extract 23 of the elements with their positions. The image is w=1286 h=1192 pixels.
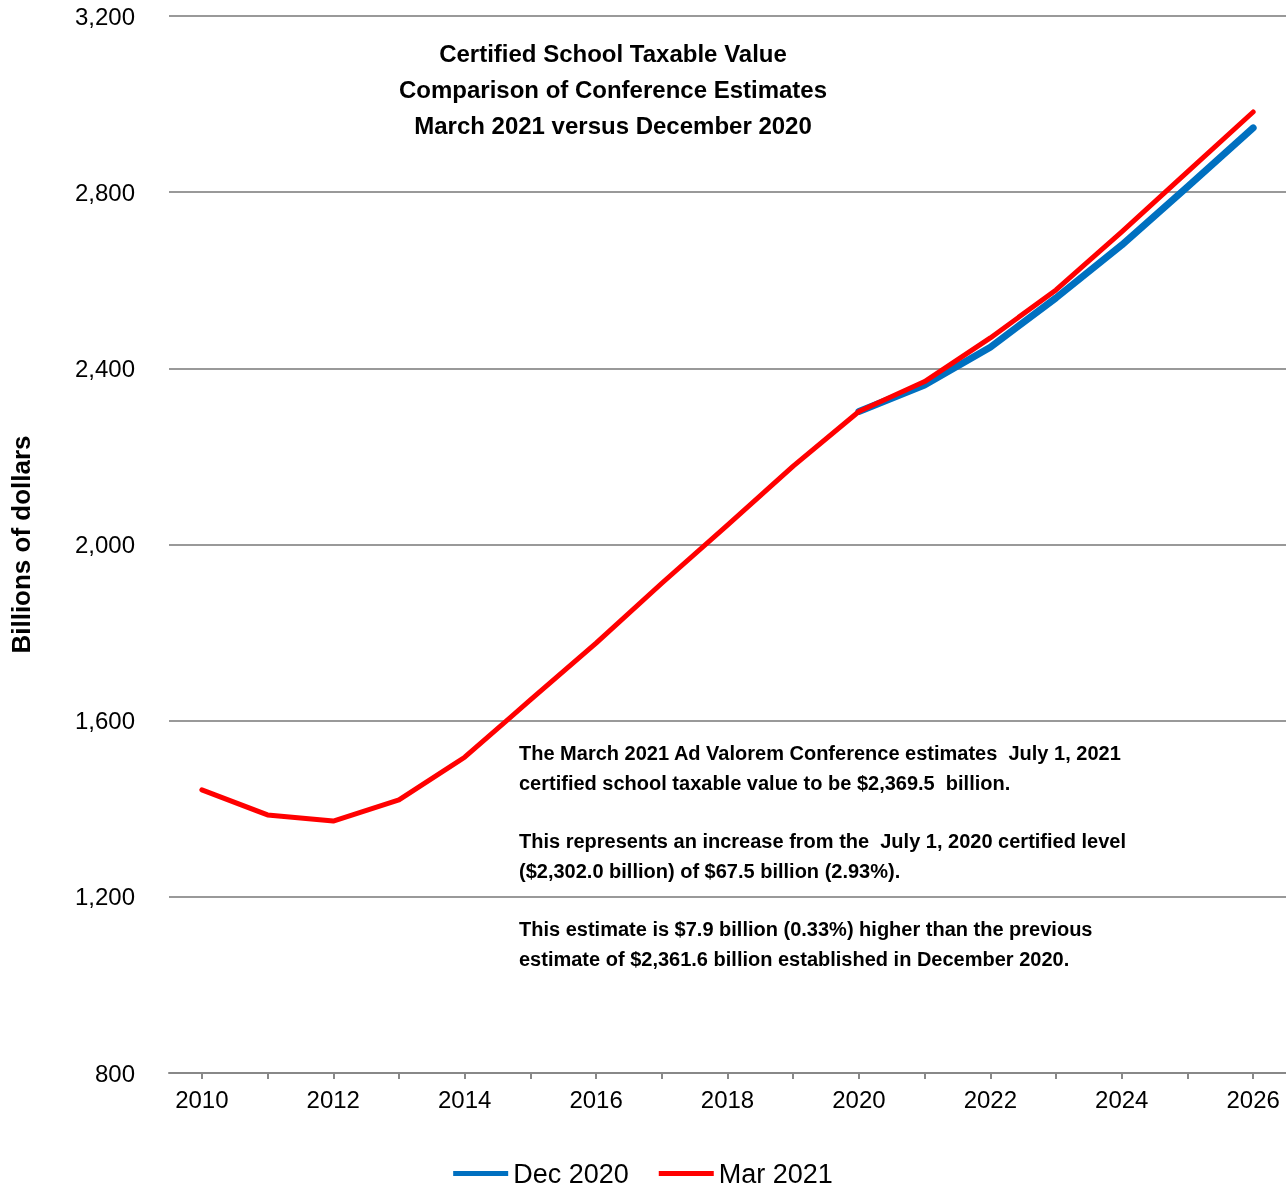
y-tick-label: 2,800: [74, 178, 135, 206]
legend-label: Mar 2021: [718, 1158, 833, 1189]
x-tick-label: 2026: [1226, 1085, 1280, 1113]
annotation: The March 2021 Ad Valorem Conference estimates July 1, 2021 certified school taxable value to be $2,369.5 billion.: [519, 742, 1121, 794]
y-tick-label: 1,600: [74, 707, 135, 735]
annotation: This estimate is $7.9 billion (0.33%) higher than the previous estimate of $2,361.6 billion established in December 2020.: [519, 918, 1093, 970]
y-tick-label: 2,400: [74, 354, 135, 382]
x-tick-label: 2022: [963, 1085, 1018, 1113]
x-tick-label: 2016: [569, 1085, 623, 1113]
x-tick-label: 2020: [832, 1085, 886, 1113]
x-tick-label: 2012: [306, 1085, 360, 1113]
y-tick-label: 2,000: [74, 531, 135, 558]
y-axis-title: Billions of dollars: [6, 435, 36, 654]
text: Certified School Taxable Value Comparison of Conference Estimates March 2021 versus December 2020: [398, 39, 828, 139]
y-tick-label: 3,200: [74, 2, 135, 30]
x-tick-label: 2018: [700, 1085, 755, 1113]
x-tick-label: 2024: [1095, 1085, 1149, 1113]
x-tick-label: 2010: [175, 1085, 229, 1113]
annotation: This represents an increase from the July 1, 2020 certified level ($2,302.0 billion) of $67.5 billion (2.93%).: [519, 830, 1126, 882]
y-tick-label: 1,200: [74, 883, 135, 911]
x-tick-label: 2014: [437, 1085, 492, 1113]
legend-label: Dec 2020: [513, 1158, 629, 1189]
y-tick-label: 800: [94, 1059, 135, 1087]
